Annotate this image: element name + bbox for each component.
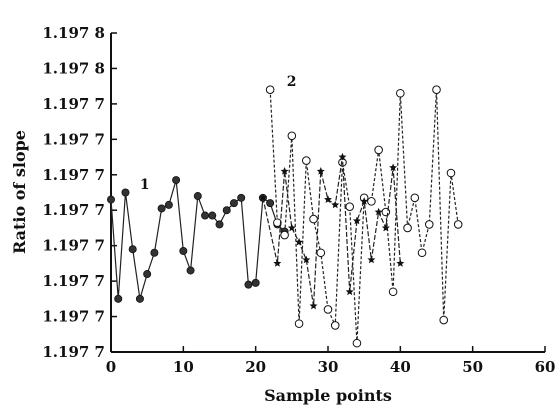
data-point-filled	[186, 266, 195, 275]
data-point-star	[258, 193, 267, 202]
y-tick-label: 1.197 7	[42, 201, 105, 219]
data-point-filled	[251, 278, 260, 287]
data-point-filled	[229, 199, 238, 208]
data-point-filled	[193, 192, 202, 201]
series-2-label: 2	[287, 74, 297, 90]
x-axis-label: Sample points	[264, 386, 392, 405]
x-tick-label: 0	[106, 358, 116, 376]
series-3	[258, 152, 405, 310]
series-2-line	[269, 89, 459, 344]
data-point-open	[388, 287, 398, 297]
data-point-star	[316, 167, 325, 175]
data-point-star	[345, 287, 354, 296]
data-point-filled	[222, 206, 231, 215]
data-point-open	[287, 131, 297, 141]
data-point-filled	[157, 204, 166, 213]
data-point-star	[302, 255, 311, 264]
data-point-star	[338, 152, 347, 161]
data-point-star	[360, 197, 369, 205]
data-point-star	[287, 223, 296, 232]
data-point-open	[309, 214, 318, 224]
data-point-open	[453, 220, 463, 229]
data-point-star	[331, 200, 340, 209]
data-point-star	[396, 259, 405, 267]
data-point-star	[309, 301, 318, 310]
data-point-star	[295, 237, 304, 246]
data-point-filled	[172, 176, 181, 185]
data-point-open	[280, 230, 289, 240]
x-tick-label: 10	[173, 358, 194, 376]
y-tick-label: 1.197 8	[42, 24, 105, 42]
data-point-open	[446, 168, 456, 178]
data-point-filled	[128, 245, 137, 254]
data-point-filled	[150, 248, 159, 257]
data-point-filled	[121, 188, 130, 197]
y-tick-label: 1.197 7	[42, 308, 105, 326]
series-layer: 12	[107, 74, 463, 348]
data-point-open	[352, 338, 362, 348]
x-tick-label: 50	[462, 358, 483, 376]
data-point-filled	[107, 195, 116, 204]
data-point-star	[381, 223, 390, 232]
data-point-star	[280, 167, 289, 175]
data-point-filled	[201, 211, 210, 220]
axes	[110, 33, 545, 353]
data-point-filled	[208, 211, 217, 220]
data-point-open	[374, 145, 383, 155]
data-point-open	[432, 85, 441, 95]
data-point-filled	[135, 294, 144, 303]
y-tick-label: 1.197 7	[42, 130, 105, 148]
series-1-label: 1	[140, 177, 150, 193]
x-tick-label: 30	[318, 358, 339, 376]
data-point-open	[323, 305, 333, 314]
series-1: 1	[107, 176, 289, 303]
data-point-open	[345, 202, 355, 211]
data-point-open	[439, 315, 449, 325]
x-ticks: 0 10 20 30 40 50 60	[106, 346, 556, 376]
data-point-filled	[179, 246, 188, 255]
data-point-open	[302, 156, 311, 165]
data-point-filled	[237, 193, 246, 202]
data-point-star	[374, 207, 383, 216]
data-point-open	[265, 85, 275, 95]
data-point-filled	[215, 220, 224, 229]
data-point-filled	[114, 294, 123, 303]
data-point-star	[367, 255, 376, 264]
y-ticks: 1.197 7 1.197 7 1.197 7 1.197 7 1.197 7 1.197…	[42, 24, 117, 361]
x-tick-label: 20	[245, 358, 266, 376]
data-point-filled	[266, 199, 275, 208]
data-point-open	[294, 319, 304, 328]
data-point-star	[389, 163, 398, 172]
x-tick-label: 40	[390, 358, 411, 376]
y-tick-label: 1.197 7	[42, 343, 105, 361]
y-axis-label: Ratio of slope	[10, 130, 29, 254]
y-tick-label: 1.197 7	[42, 272, 105, 290]
data-point-open	[417, 248, 427, 258]
data-point-open	[367, 197, 376, 206]
data-point-star	[324, 195, 332, 203]
y-tick-label: 1.197 7	[42, 166, 105, 184]
data-point-star	[352, 216, 361, 225]
data-point-filled	[244, 280, 253, 289]
data-point-open	[424, 220, 434, 229]
x-tick-label: 60	[535, 358, 556, 376]
data-point-star	[273, 259, 282, 267]
series-2: 2	[265, 74, 463, 348]
data-point-open	[396, 88, 405, 98]
data-point-filled	[143, 270, 152, 279]
data-point-open	[410, 193, 420, 203]
data-point-open	[316, 248, 326, 258]
data-point-open	[403, 223, 412, 233]
y-tick-label: 1.197 7	[42, 237, 105, 255]
y-tick-label: 1.197 8	[42, 59, 105, 77]
y-tick-label: 1.197 7	[42, 95, 105, 113]
data-point-open	[330, 321, 340, 330]
data-point-filled	[164, 200, 173, 209]
